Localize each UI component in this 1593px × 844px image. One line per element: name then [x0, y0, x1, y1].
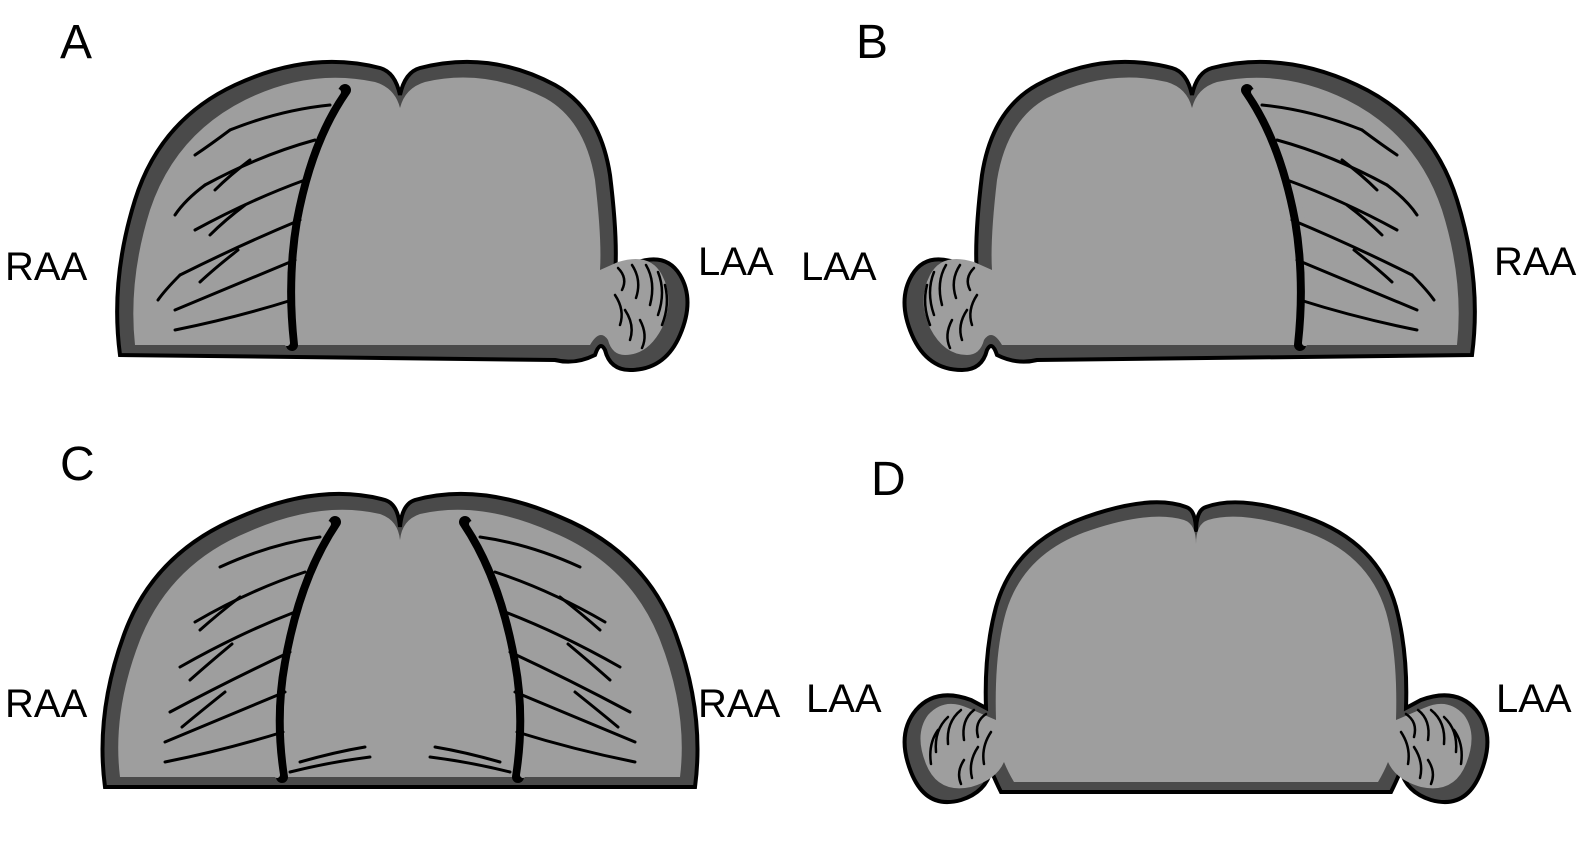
panel-a: A RAA LAA RA LA	[0, 0, 796, 422]
panel-a-diagram	[0, 0, 796, 422]
panel-c: C RAA RAA RA RA	[0, 422, 796, 844]
panel-d-diagram	[796, 422, 1592, 844]
panel-b: B LAA RAA LA RA	[796, 0, 1592, 422]
panel-b-diagram	[796, 0, 1592, 422]
panel-c-diagram	[0, 422, 796, 844]
figure-container: A RAA LAA RA LA	[0, 0, 1593, 844]
panel-d: D LAA LAA LA LA	[796, 422, 1592, 844]
